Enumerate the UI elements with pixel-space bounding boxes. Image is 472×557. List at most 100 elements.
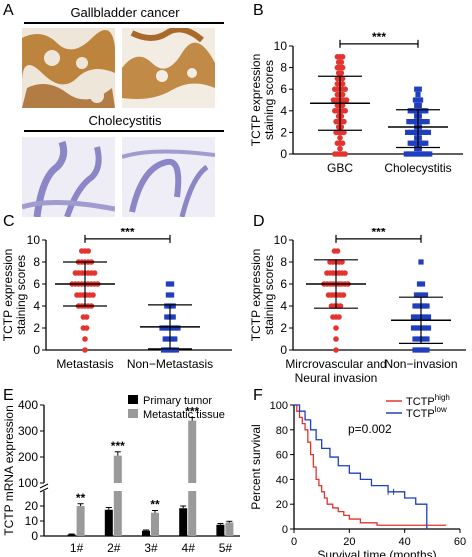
cholecystitis-photo-right [122,137,215,217]
gallbladder-cancer-photo-right [122,28,215,108]
data-point-group2 [175,325,181,331]
data-point-group2 [416,314,423,320]
y-tick-label: 2 [280,125,287,139]
bar-primary [104,509,113,536]
x-category-label: 3# [144,541,158,555]
significance-label: *** [111,439,125,453]
chart-c-scatter: 0 2 4 6 8 10 TCTP expressionstaining scores Met… [1,228,232,371]
data-point-group2 [423,129,429,135]
y-tick-label: 200 [18,450,38,464]
data-point-group2 [415,347,421,353]
significance-label: *** [185,404,199,418]
data-point-group2 [416,119,422,125]
data-point-group1 [342,151,348,157]
significance-label: ** [76,491,86,505]
data-point-group2 [418,259,424,265]
y-tick-label: 100 [18,476,38,490]
x-category-label: 5# [219,541,233,555]
data-point-group1 [333,336,339,342]
data-point-group1 [333,325,339,331]
data-point-group2 [162,325,168,331]
data-point-group2 [169,325,175,331]
gallbladder-cancer-rule [24,22,224,24]
data-point-group2 [169,292,175,298]
data-point-group2 [410,140,416,146]
y-tick-label: 4 [33,299,40,313]
panel-e-letter: E [3,387,14,404]
legend-swatch [128,395,138,404]
data-point-group2 [423,140,429,146]
y-axis-label: TCTP expressionstaining scores [249,54,276,146]
y-axis-label: Percent survival [249,424,263,509]
axis-break-mark [39,483,49,489]
y-axis-label: TCTP expressionstaining scores [249,249,276,341]
y-tick-label: 20 [25,499,39,513]
data-point-group1 [341,129,347,136]
data-point-group2 [413,325,420,331]
data-point-group2 [410,325,417,331]
panel-f-letter: F [253,387,263,404]
y-tick-label: 10 [27,233,41,247]
bar-metastatic [113,491,122,536]
x-category-label: 1# [70,541,84,555]
data-point-group1 [342,270,348,276]
y-tick-label: 80 [276,425,288,437]
significance-label: *** [120,228,134,239]
y-tick-label: 20 [276,499,288,511]
data-point-group2 [415,97,421,103]
data-point-group2 [164,314,170,320]
cholecystitis-caption: Cholecystitis [88,113,162,128]
data-point-group1 [343,97,350,103]
y-tick-label: 0 [33,343,40,357]
data-point-group1 [339,64,346,71]
data-point-group1 [337,145,343,152]
x-category-label: Non−Metastasis [127,357,213,371]
y-tick-label: 40 [276,474,288,486]
data-point-group2 [172,336,178,342]
bar-metastatic [188,491,197,536]
data-point-group2 [412,303,418,309]
data-point-group1 [339,54,346,60]
p-value-label: p=0.002 [348,422,392,436]
data-point-group2 [419,281,426,287]
data-point-group2 [410,129,416,135]
data-point-group2 [418,347,424,353]
y-tick-label: 10 [274,233,288,247]
data-point-group2 [408,151,415,157]
data-point-group1 [338,124,345,130]
data-point-group2 [416,292,423,298]
survival-curve-high [294,404,447,526]
data-point-group2 [173,347,179,353]
data-point-group2 [422,292,429,298]
data-point-group2 [421,303,427,309]
data-point-group1 [342,108,348,114]
data-point-group2 [421,151,428,157]
data-point-group1 [339,140,346,146]
x-tick-label: 20 [343,536,355,548]
data-point-group1 [334,248,341,254]
y-tick-label: 100 [270,400,288,412]
data-point-group1 [338,113,345,119]
y-tick-label: 2 [280,321,287,335]
y-tick-label: 0 [31,529,38,543]
data-point-group2 [425,129,431,135]
data-point-group2 [410,314,417,320]
data-point-group2 [412,347,418,353]
data-point-group2 [403,151,409,157]
bar-metastatic-upper [113,455,122,483]
x-category-label: Metastasis [56,357,113,371]
data-point-group2 [416,86,422,92]
legend-label: Metastatic tissue [143,409,225,421]
data-point-group2 [416,151,422,157]
data-point-group2 [419,292,426,298]
legend-swatch [128,409,138,418]
y-tick-label: 2 [33,321,40,335]
data-point-group2 [421,119,428,125]
data-point-group2 [165,336,171,342]
legend-label: TCTPhigh [406,393,450,408]
data-point-group2 [167,347,173,353]
data-point-group2 [170,303,176,309]
significance-label: *** [372,30,386,44]
panel-d-letter: D [253,213,265,230]
data-point-group2 [161,347,167,353]
